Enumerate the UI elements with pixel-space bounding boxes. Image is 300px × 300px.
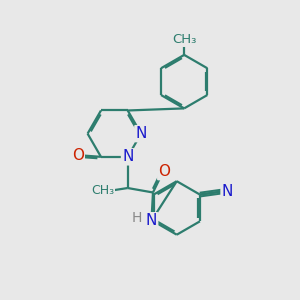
Text: N: N xyxy=(135,126,147,141)
Text: CH₃: CH₃ xyxy=(172,33,196,46)
Text: H: H xyxy=(132,211,142,225)
Text: N: N xyxy=(122,149,134,164)
Text: O: O xyxy=(72,148,84,163)
Text: N: N xyxy=(222,184,233,199)
Text: CH₃: CH₃ xyxy=(91,184,114,197)
Text: N: N xyxy=(146,213,157,228)
Text: O: O xyxy=(158,164,170,179)
